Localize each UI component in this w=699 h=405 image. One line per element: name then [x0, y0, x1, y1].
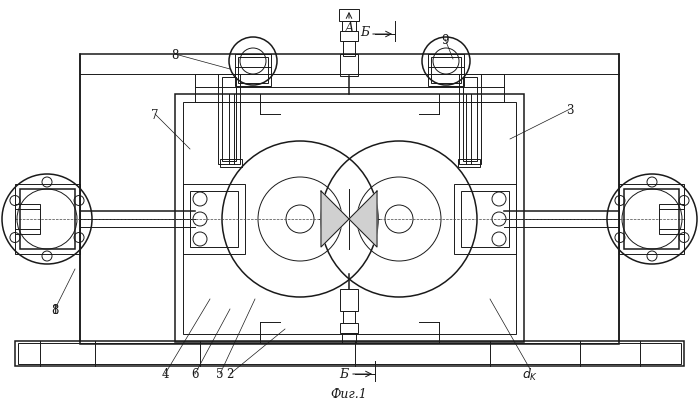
Text: 6: 6 [192, 368, 199, 381]
Text: Б: Б [340, 368, 349, 381]
Text: 3: 3 [566, 103, 574, 116]
Bar [18, 343, 681, 364]
Bar [459, 75, 481, 164]
Bar [431, 58, 461, 84]
Text: 9: 9 [441, 34, 449, 47]
Polygon shape [321, 192, 349, 247]
Bar [183, 185, 245, 254]
Text: 5: 5 [216, 368, 224, 381]
Bar [659, 205, 684, 234]
Bar [222, 78, 236, 162]
Bar [220, 160, 242, 168]
Bar [454, 185, 516, 254]
Bar [342, 22, 356, 32]
Bar [339, 10, 359, 22]
Bar [343, 311, 355, 323]
Bar [175, 95, 524, 342]
Text: 8: 8 [51, 303, 59, 316]
Bar [342, 333, 356, 343]
Bar [463, 78, 477, 162]
Bar [235, 55, 271, 87]
Text: Фиг.1: Фиг.1 [331, 388, 368, 401]
Bar [340, 55, 358, 77]
Text: 7: 7 [151, 108, 159, 121]
Bar [238, 58, 268, 84]
Bar [624, 190, 679, 249]
Bar [190, 192, 238, 247]
Bar [15, 185, 80, 254]
Text: 4: 4 [161, 368, 168, 381]
Bar [461, 192, 509, 247]
Bar [183, 103, 516, 334]
Bar [80, 55, 619, 344]
Text: 1: 1 [51, 303, 59, 316]
Bar [195, 75, 504, 103]
Text: 2: 2 [226, 368, 233, 381]
Bar [340, 323, 358, 333]
Bar [340, 289, 358, 311]
Bar [619, 185, 684, 254]
Bar [458, 160, 480, 168]
Polygon shape [349, 192, 377, 247]
Bar [340, 32, 358, 42]
Text: $d_K$: $d_K$ [522, 366, 538, 382]
Bar [343, 42, 355, 57]
Text: Б: Б [361, 26, 370, 38]
Text: 8: 8 [171, 48, 179, 61]
Bar [218, 75, 240, 164]
Bar [15, 341, 684, 366]
Bar [428, 55, 464, 87]
Text: А: А [344, 21, 354, 34]
Bar [15, 205, 40, 234]
Bar [20, 190, 75, 249]
